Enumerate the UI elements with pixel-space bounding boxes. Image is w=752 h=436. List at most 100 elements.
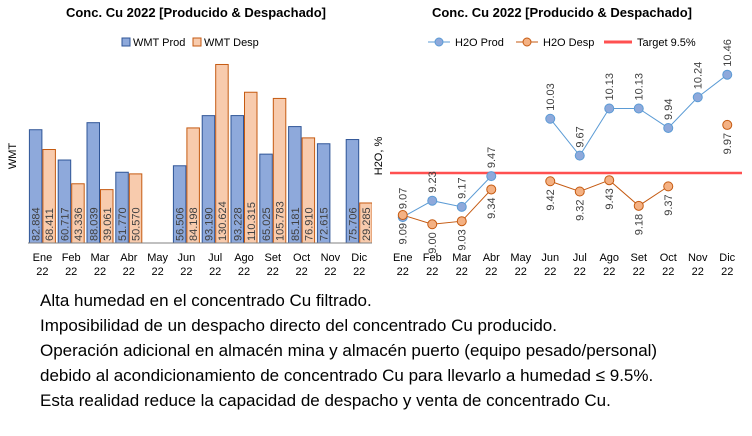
legend-label: H2O Desp: [543, 37, 594, 49]
bar-value-label: 72.615: [319, 207, 331, 241]
x-tick-label: Ene: [33, 252, 53, 264]
data-point-desp: [397, 210, 408, 221]
x-tick-label: Feb: [62, 252, 81, 264]
bar-value-label: 75.706: [347, 207, 359, 241]
bar-value-label: 130.624: [217, 201, 229, 241]
x-tick-label: Dic: [351, 252, 367, 264]
x-tick-label: Nov: [321, 252, 341, 264]
x-tick-label-year: 22: [426, 266, 438, 278]
x-tick-label-year: 22: [485, 266, 497, 278]
x-tick-label: Dic: [719, 252, 735, 264]
note-line: debido al acondicionamiento de concentra…: [40, 366, 654, 385]
legend-label: WMT Prod: [133, 37, 185, 49]
x-tick-label-year: 22: [456, 266, 468, 278]
x-tick-label-year: 22: [721, 266, 733, 278]
x-tick-label-year: 22: [151, 266, 163, 278]
x-tick-label-year: 22: [324, 266, 336, 278]
x-tick-label-year: 22: [36, 266, 48, 278]
data-point-prod: [663, 122, 674, 133]
bar-value-label: 110.315: [246, 202, 258, 241]
data-point-prod: [486, 171, 497, 182]
x-tick-label: Ene: [393, 252, 413, 264]
x-tick-label: Set: [265, 252, 282, 264]
x-tick-label-year: 22: [574, 266, 586, 278]
series-line-prod: [402, 175, 492, 218]
note-line: Esta realidad reduce la capacidad de des…: [40, 391, 611, 410]
data-point-desp: [456, 216, 467, 227]
x-tick-label-year: 22: [180, 266, 192, 278]
point-value-label: 10.13: [604, 73, 616, 101]
x-tick-label: Ago: [599, 252, 619, 264]
legend-label: H2O Prod: [455, 37, 504, 49]
wmt-bar-chart: Conc. Cu 2022 [Producido & Despachado] WM…: [7, 5, 372, 278]
bar-value-label: 56.506: [175, 207, 187, 241]
point-value-label: 9.34: [486, 197, 498, 218]
point-value-label: 9.18: [634, 214, 646, 235]
point-value-label: 9.42: [545, 189, 557, 210]
x-tick-label-year: 22: [238, 266, 250, 278]
y-axis-label: WMT: [7, 143, 19, 170]
x-tick-label: Oct: [660, 252, 677, 264]
x-tick-label-year: 22: [353, 266, 365, 278]
point-value-label: 9.94: [663, 99, 675, 120]
x-tick-label: Jul: [573, 252, 587, 264]
x-tick-label-year: 22: [662, 266, 674, 278]
data-point-desp: [545, 176, 556, 187]
x-tick-label: Set: [630, 252, 647, 264]
data-point-desp: [427, 219, 438, 230]
x-tick-label: Ago: [234, 252, 254, 264]
legend-marker: [522, 37, 532, 47]
x-tick-label-year: 22: [295, 266, 307, 278]
notes-block: Alta humedad en el concentrado Cu filtra…: [40, 288, 740, 413]
point-value-label: 10.03: [545, 83, 557, 111]
point-value-label: 9.23: [427, 171, 439, 192]
legend-swatch: [192, 37, 202, 47]
data-point-desp: [663, 181, 674, 192]
data-point-prod: [722, 69, 733, 80]
x-tick-label: Nov: [688, 252, 708, 264]
point-value-label: 9.67: [575, 126, 587, 147]
x-tick-label-year: 22: [123, 266, 135, 278]
legend-label: Target 9.5%: [637, 37, 696, 49]
bar-value-label: 76.910: [303, 207, 315, 241]
legend-marker: [434, 37, 444, 47]
x-tick-label-year: 22: [603, 266, 615, 278]
point-value-label: 10.13: [634, 73, 646, 101]
point-value-label: 10.24: [693, 62, 705, 90]
point-value-label: 9.43: [604, 188, 616, 209]
data-point-desp: [633, 200, 644, 211]
data-point-prod: [456, 201, 467, 212]
data-point-prod: [633, 103, 644, 114]
bar-value-label: 82.884: [31, 207, 43, 241]
bar-value-label: 29.285: [361, 207, 372, 241]
x-tick-label: Oct: [293, 252, 310, 264]
x-tick-label-year: 22: [633, 266, 645, 278]
point-value-label: 9.37: [663, 194, 675, 215]
x-tick-label: Abr: [120, 252, 137, 264]
x-tick-label: May: [510, 252, 531, 264]
x-tick-label: Jul: [208, 252, 222, 264]
chart-title: Conc. Cu 2022 [Producido & Despachado]: [432, 5, 692, 20]
bar-value-label: 105.783: [275, 201, 287, 241]
point-value-label: 10.46: [722, 39, 734, 67]
bar-value-label: 60.717: [59, 207, 71, 241]
note-line: Alta humedad en el concentrado Cu filtra…: [40, 291, 372, 310]
data-point-prod: [427, 195, 438, 206]
point-value-label: 9.03: [457, 229, 469, 250]
x-tick-label: Jun: [541, 252, 559, 264]
note-line: Operación adicional en almacén mina y al…: [40, 341, 658, 360]
point-value-label: 9.09: [398, 223, 410, 244]
data-point-desp: [486, 184, 497, 195]
data-point-prod: [574, 150, 585, 161]
bar-value-label: 50.570: [131, 207, 143, 241]
bar-value-label: 51.770: [117, 207, 129, 241]
x-tick-label: Mar: [91, 252, 110, 264]
bar-value-label: 93.190: [203, 207, 215, 241]
data-point-desp: [574, 186, 585, 197]
y-axis-label: H2O, %: [373, 137, 385, 176]
point-value-label: 9.97: [722, 133, 734, 154]
bar-value-label: 43.336: [73, 207, 85, 241]
x-tick-label-year: 22: [515, 266, 527, 278]
data-point-desp: [604, 175, 615, 186]
chart-title: Conc. Cu 2022 [Producido & Despachado]: [66, 5, 326, 20]
